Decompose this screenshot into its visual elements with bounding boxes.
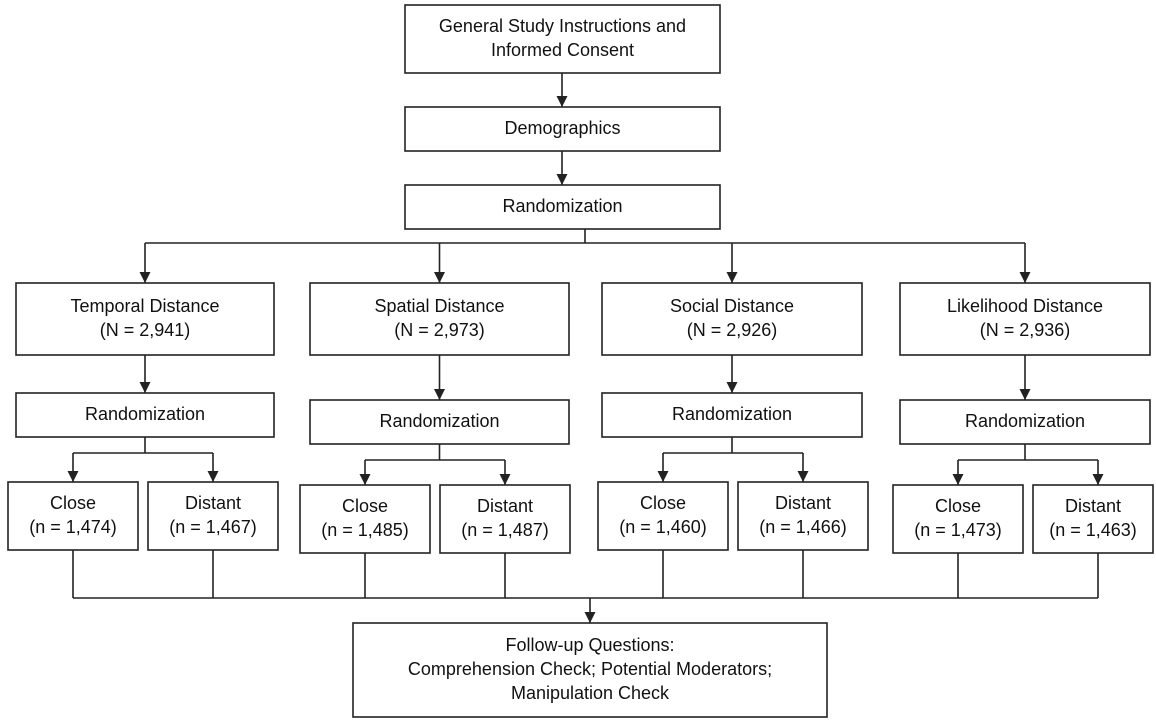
follow-up-box <box>352 622 828 718</box>
condition-box-text: Spatial Distance <box>374 296 504 316</box>
condition-box-text: Likelihood Distance <box>947 296 1103 316</box>
demographics-box-text: Demographics <box>504 118 620 138</box>
condition-randomization-box <box>15 392 275 438</box>
condition-box <box>309 282 570 356</box>
condition-box-text: Temporal Distance <box>70 296 219 316</box>
condition-box-text: (N = 2,941) <box>100 320 191 340</box>
condition-randomization-box <box>601 392 863 438</box>
group-box-text: (n = 1,485) <box>321 520 409 540</box>
group-box <box>7 481 139 551</box>
group-box-text: (n = 1,487) <box>461 520 549 540</box>
group-box <box>597 481 729 551</box>
condition-box <box>899 282 1151 356</box>
condition-randomization-box-text: Randomization <box>379 411 499 431</box>
condition-box-text: (N = 2,936) <box>980 320 1071 340</box>
group-box-text: Close <box>935 496 981 516</box>
group-box-text: Distant <box>477 496 533 516</box>
condition-randomization-box-text: Randomization <box>672 404 792 424</box>
condition-randomization-box <box>899 399 1151 445</box>
group-box-text: (n = 1,473) <box>914 520 1002 540</box>
follow-up-box-text: Follow-up Questions: <box>505 635 674 655</box>
intro-box-text: Informed Consent <box>491 40 634 60</box>
group-box-text: (n = 1,460) <box>619 517 707 537</box>
group-box-text: (n = 1,467) <box>169 517 257 537</box>
group-box <box>1032 484 1154 554</box>
condition-box <box>15 282 275 356</box>
group-box-text: (n = 1,474) <box>29 517 117 537</box>
condition-box-text: (N = 2,973) <box>394 320 485 340</box>
group-box-text: Close <box>640 493 686 513</box>
follow-up-box-text: Comprehension Check; Potential Moderator… <box>408 659 772 679</box>
group-box-text: Distant <box>185 493 241 513</box>
group-box-text: Close <box>342 496 388 516</box>
group-box-text: (n = 1,466) <box>759 517 847 537</box>
condition-randomization-box-text: Randomization <box>85 404 205 424</box>
randomization-box-text: Randomization <box>502 196 622 216</box>
group-box-text: Distant <box>775 493 831 513</box>
group-box-text: Close <box>50 493 96 513</box>
condition-box-text: Social Distance <box>670 296 794 316</box>
demographics-box <box>404 106 721 152</box>
condition-box <box>601 282 863 356</box>
condition-randomization-box <box>309 399 570 445</box>
condition-box-text: (N = 2,926) <box>687 320 778 340</box>
group-box-text: Distant <box>1065 496 1121 516</box>
group-box-text: (n = 1,463) <box>1049 520 1137 540</box>
randomization-box <box>404 184 721 230</box>
intro-box-text: General Study Instructions and <box>439 16 686 36</box>
intro-box <box>404 4 721 74</box>
group-box <box>439 484 571 554</box>
group-box <box>147 481 279 551</box>
condition-randomization-box-text: Randomization <box>965 411 1085 431</box>
follow-up-box-text: Manipulation Check <box>511 683 670 703</box>
